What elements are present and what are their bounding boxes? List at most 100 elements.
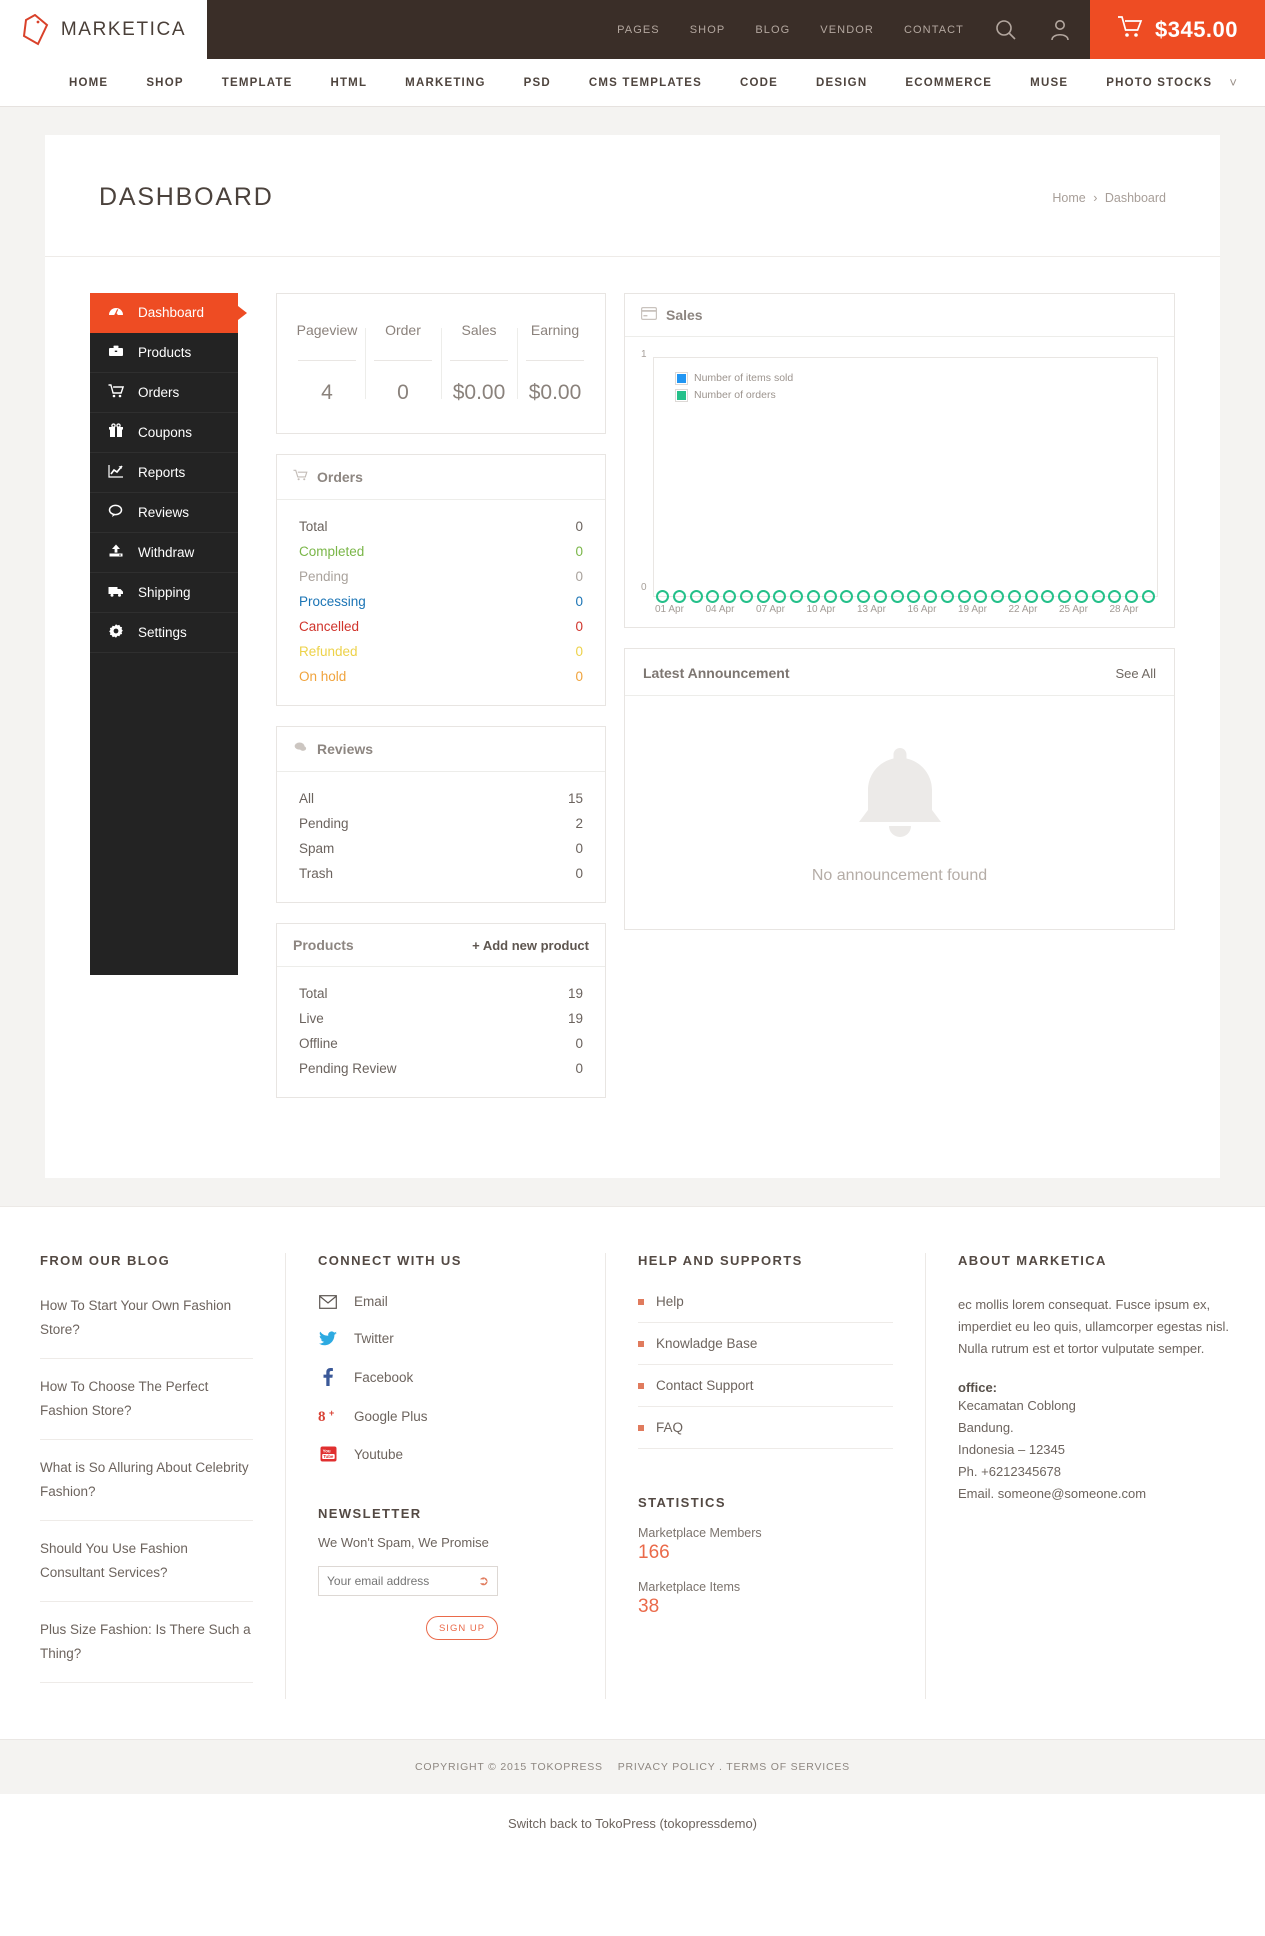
- help-link-knowledge-base[interactable]: Knowladge Base: [638, 1336, 893, 1365]
- arrow-icon[interactable]: ➲: [478, 1573, 489, 1588]
- newsletter-email-input[interactable]: [327, 1574, 472, 1588]
- chart-point[interactable]: [974, 590, 988, 603]
- sidebar-item-reports[interactable]: Reports: [90, 453, 238, 493]
- help-link-help[interactable]: Help: [638, 1294, 893, 1323]
- add-new-product-link[interactable]: + Add new product: [472, 937, 589, 953]
- products-row-pending-review[interactable]: Pending Review 0: [293, 1056, 589, 1081]
- terms-of-services-link[interactable]: TERMS OF SERVICES: [726, 1761, 850, 1773]
- chart-point[interactable]: [1091, 590, 1105, 603]
- main-nav-home[interactable]: HOME: [69, 76, 109, 89]
- blog-link[interactable]: Plus Size Fashion: Is There Such a Thing…: [40, 1618, 253, 1683]
- newsletter-input-wrap[interactable]: ➲: [318, 1566, 498, 1596]
- chart-point[interactable]: [907, 590, 921, 603]
- social-link-google-plus[interactable]: 8 + Google Plus: [318, 1408, 573, 1424]
- reviews-row-trash[interactable]: Trash 0: [293, 861, 589, 886]
- reviews-row-all[interactable]: All 15: [293, 786, 589, 811]
- reviews-row-spam[interactable]: Spam 0: [293, 836, 589, 861]
- orders-row-on-hold[interactable]: On hold 0: [293, 664, 589, 689]
- chart-point[interactable]: [672, 590, 686, 603]
- chart-point[interactable]: [1141, 590, 1155, 603]
- chart-point[interactable]: [823, 590, 837, 603]
- orders-row-processing[interactable]: Processing 0: [293, 589, 589, 614]
- main-nav-shop[interactable]: SHOP: [146, 76, 184, 89]
- social-link-email[interactable]: Email: [318, 1294, 573, 1309]
- search-icon[interactable]: [994, 18, 1018, 42]
- chart-point[interactable]: [1024, 590, 1038, 603]
- chart-point[interactable]: [957, 590, 971, 603]
- main-nav-code[interactable]: CODE: [740, 76, 779, 89]
- blog-link[interactable]: How To Start Your Own Fashion Store?: [40, 1294, 253, 1359]
- cart-button[interactable]: $345.00: [1090, 0, 1265, 59]
- main-nav-marketing[interactable]: MARKETING: [405, 76, 486, 89]
- legend-item-items-sold[interactable]: Number of items sold: [675, 371, 793, 385]
- main-nav-design[interactable]: DESIGN: [816, 76, 868, 89]
- orders-row-refunded[interactable]: Refunded 0: [293, 639, 589, 664]
- chart-point[interactable]: [1074, 590, 1088, 603]
- sidebar-item-settings[interactable]: Settings: [90, 613, 238, 653]
- signup-button[interactable]: SIGN UP: [426, 1616, 498, 1640]
- orders-row-pending[interactable]: Pending 0: [293, 564, 589, 589]
- legend-item-orders[interactable]: Number of orders: [675, 388, 793, 402]
- orders-row-cancelled[interactable]: Cancelled 0: [293, 614, 589, 639]
- chart-point[interactable]: [890, 590, 904, 603]
- sidebar-item-withdraw[interactable]: Withdraw: [90, 533, 238, 573]
- sidebar-item-orders[interactable]: Orders: [90, 373, 238, 413]
- top-nav-blog[interactable]: BLOG: [755, 23, 791, 36]
- chart-point[interactable]: [1125, 590, 1138, 603]
- main-nav-html[interactable]: HTML: [330, 76, 368, 89]
- breadcrumb-home[interactable]: Home: [1052, 190, 1086, 205]
- main-nav-ecommerce[interactable]: ECOMMERCE: [905, 76, 993, 89]
- top-nav-pages[interactable]: PAGES: [617, 23, 660, 36]
- chart-point[interactable]: [790, 590, 803, 603]
- chart-point[interactable]: [1007, 590, 1021, 603]
- chart-point[interactable]: [1108, 590, 1122, 603]
- main-nav-photo-stocks[interactable]: PHOTO STOCKS: [1106, 76, 1213, 89]
- blog-link[interactable]: How To Choose The Perfect Fashion Store?: [40, 1375, 253, 1440]
- help-link-contact-support[interactable]: Contact Support: [638, 1378, 893, 1407]
- social-link-twitter[interactable]: Twitter: [318, 1331, 573, 1346]
- main-nav-cms-templates[interactable]: CMS TEMPLATES: [588, 76, 702, 89]
- sidebar-item-dashboard[interactable]: Dashboard: [90, 293, 247, 333]
- products-row-live[interactable]: Live 19: [293, 1006, 589, 1031]
- chart-point[interactable]: [689, 590, 703, 603]
- chart-point[interactable]: [706, 590, 720, 603]
- top-nav-contact[interactable]: CONTACT: [903, 23, 964, 36]
- chevron-down-icon[interactable]: ˅: [1229, 75, 1237, 90]
- switch-back-text[interactable]: Switch back to TokoPress (tokopressdemo): [507, 1816, 758, 1831]
- chart-point[interactable]: [656, 590, 669, 603]
- sidebar-item-products[interactable]: Products: [90, 333, 238, 373]
- top-nav-shop[interactable]: SHOP: [689, 23, 726, 36]
- chart-point[interactable]: [773, 590, 787, 603]
- orders-row-total[interactable]: Total 0: [293, 514, 589, 539]
- social-link-facebook[interactable]: Facebook: [318, 1368, 573, 1386]
- chart-point[interactable]: [1041, 590, 1055, 603]
- chart-point[interactable]: [806, 590, 820, 603]
- products-row-total[interactable]: Total 19: [293, 981, 589, 1006]
- chart-point[interactable]: [739, 590, 753, 603]
- chart-point[interactable]: [840, 590, 854, 603]
- social-link-youtube[interactable]: You Tube Youtube: [318, 1446, 573, 1462]
- products-row-offline[interactable]: Offline 0: [293, 1031, 589, 1056]
- chart-point[interactable]: [924, 590, 937, 603]
- chart-point[interactable]: [723, 590, 736, 603]
- chart-point[interactable]: [991, 590, 1004, 603]
- sidebar-item-coupons[interactable]: Coupons: [90, 413, 238, 453]
- blog-link[interactable]: Should You Use Fashion Consultant Servic…: [40, 1537, 253, 1602]
- logo[interactable]: MARKETICA: [0, 0, 207, 59]
- see-all-link[interactable]: See All: [1115, 665, 1156, 681]
- main-nav-muse[interactable]: MUSE: [1030, 76, 1069, 89]
- chart-point[interactable]: [940, 590, 954, 603]
- chart-point[interactable]: [1058, 590, 1071, 603]
- chart-point[interactable]: [857, 590, 870, 603]
- help-link-faq[interactable]: FAQ: [638, 1420, 893, 1449]
- sidebar-item-shipping[interactable]: Shipping: [90, 573, 238, 613]
- chart-point[interactable]: [756, 590, 770, 603]
- orders-row-completed[interactable]: Completed 0: [293, 539, 589, 564]
- main-nav-template[interactable]: TEMPLATE: [221, 76, 293, 89]
- blog-link[interactable]: What is So Alluring About Celebrity Fash…: [40, 1456, 253, 1521]
- user-icon[interactable]: [1048, 18, 1072, 42]
- sidebar-item-reviews[interactable]: Reviews: [90, 493, 238, 533]
- main-nav-psd[interactable]: PSD: [523, 76, 551, 89]
- chart-point[interactable]: [873, 590, 887, 603]
- reviews-row-pending[interactable]: Pending 2: [293, 811, 589, 836]
